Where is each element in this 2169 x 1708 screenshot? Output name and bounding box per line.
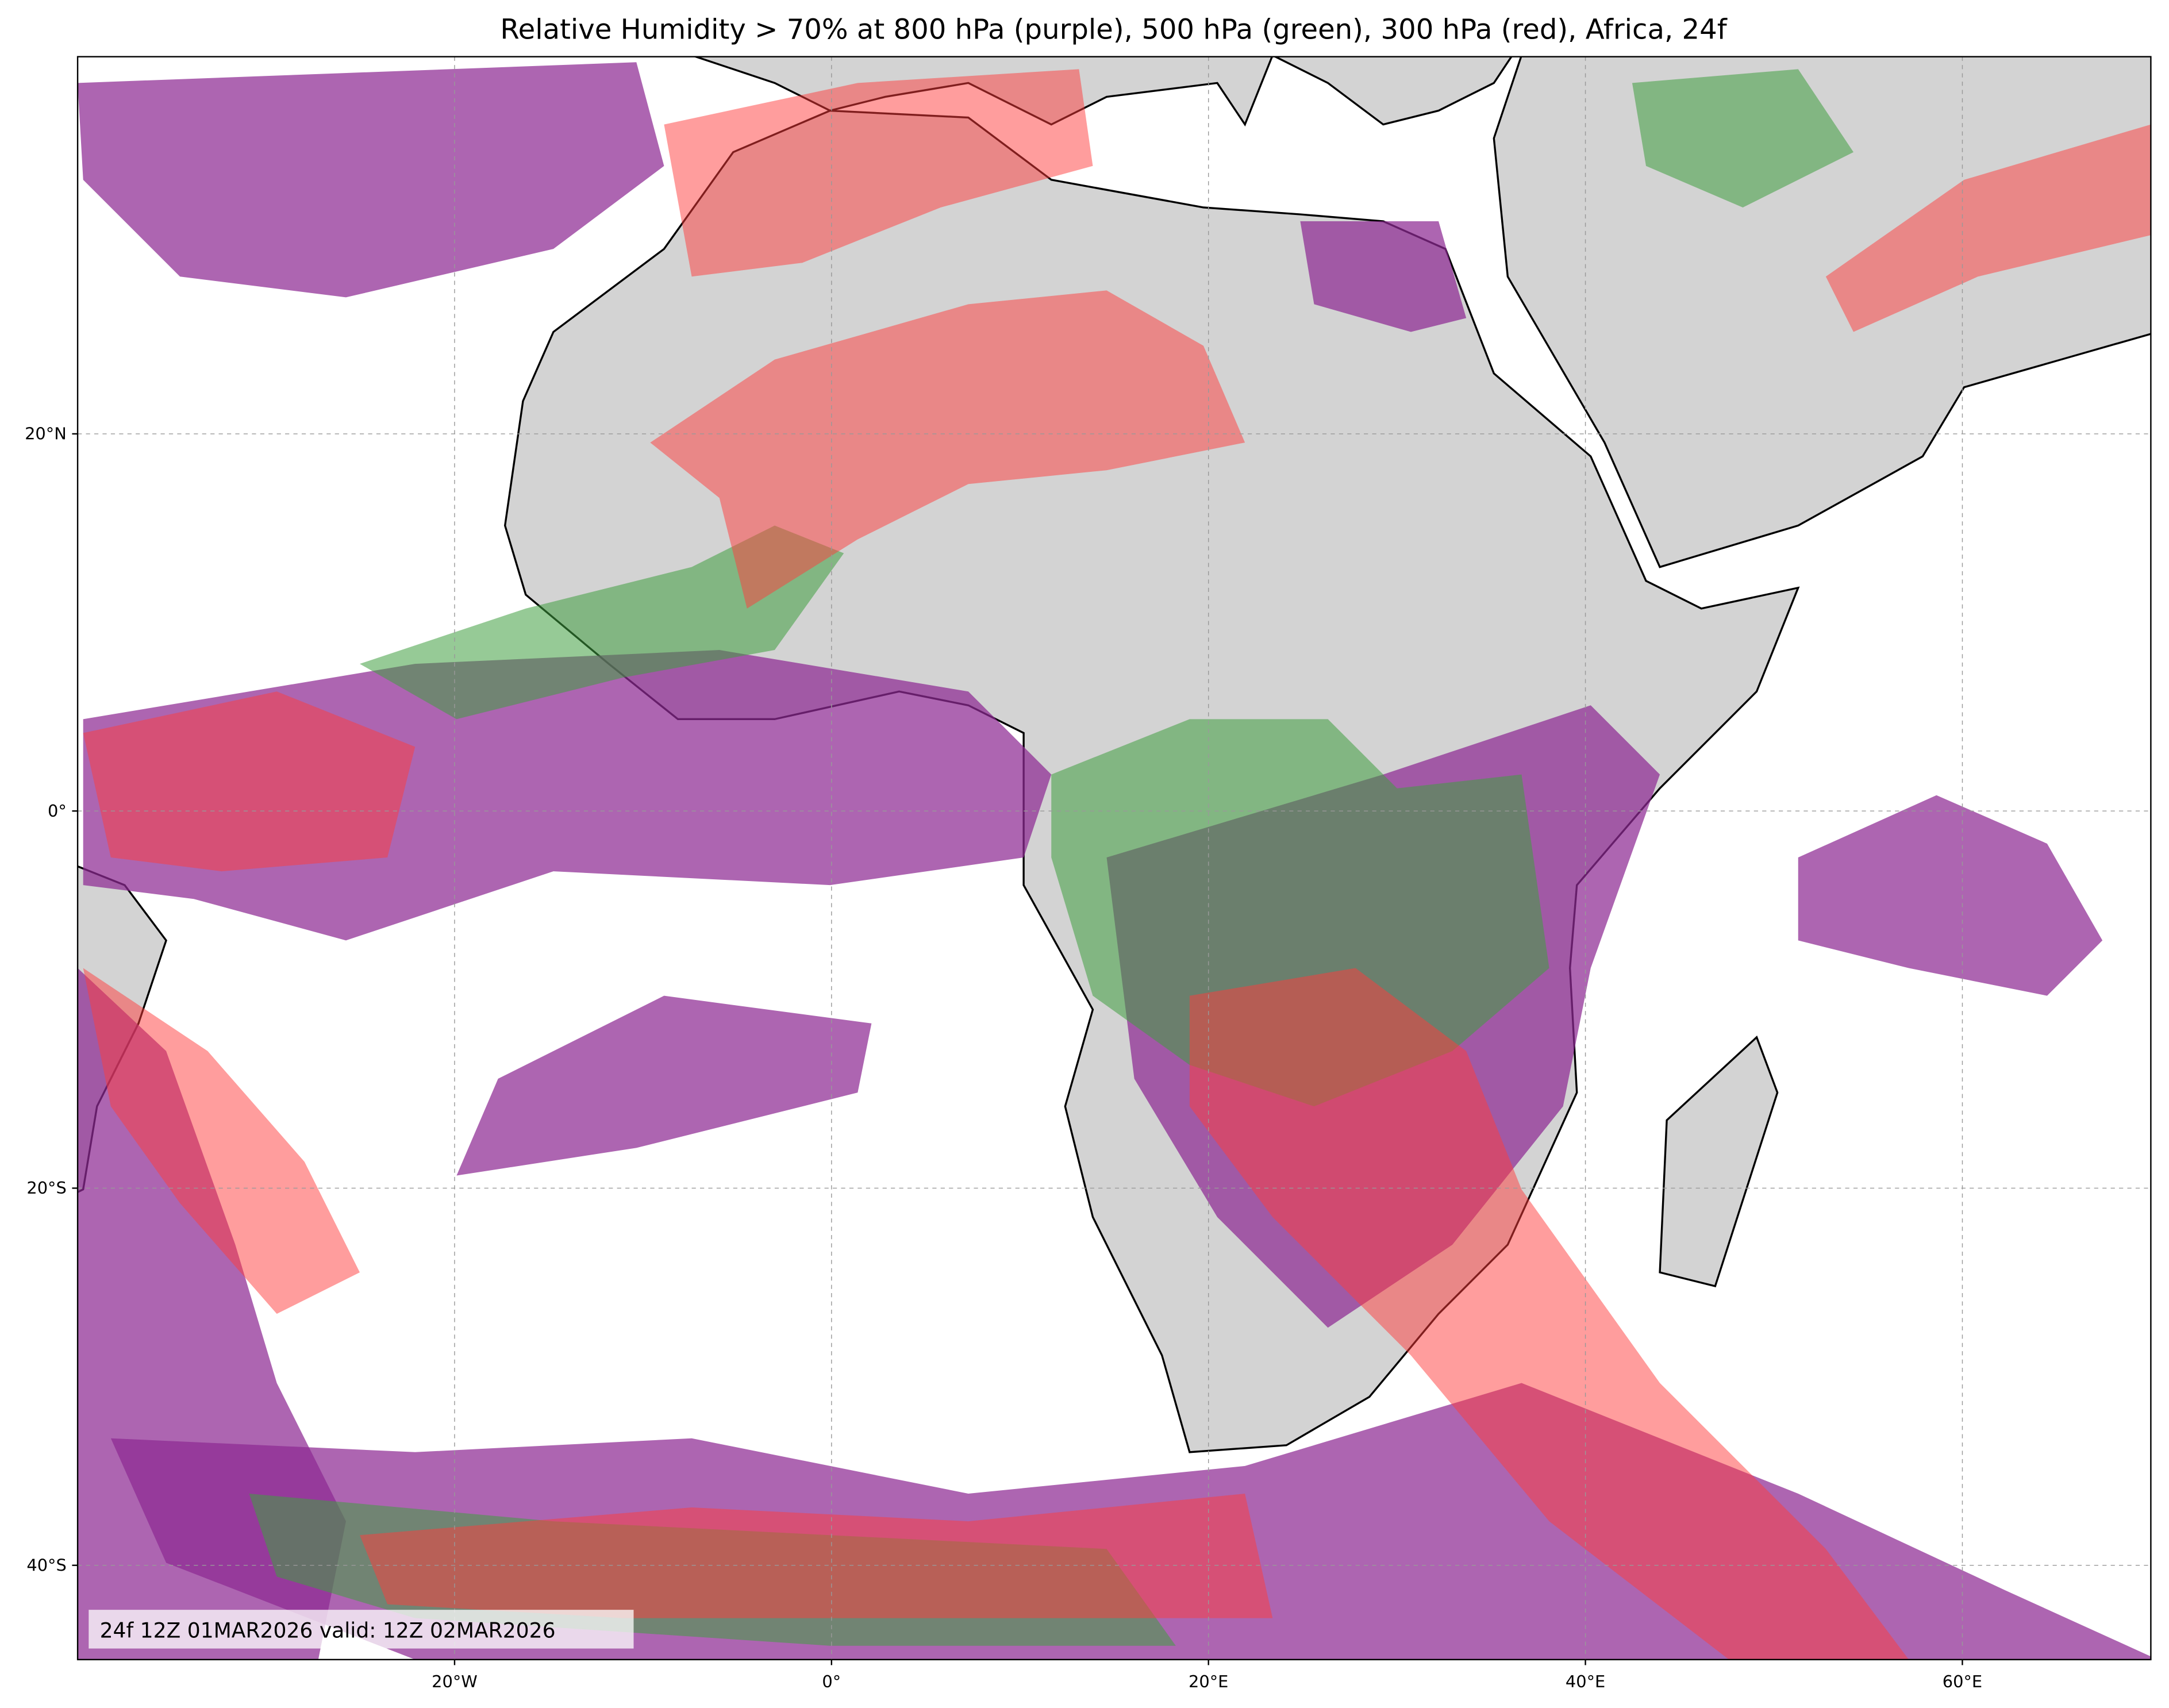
humidity-300: [1825, 124, 2151, 332]
y-tick-label: 20°S: [26, 1178, 66, 1198]
map-frame: [76, 56, 2152, 1660]
graticule: [78, 56, 2151, 1660]
humidity-300: [650, 290, 1245, 609]
x-tick-label: 20°E: [1189, 1672, 1228, 1691]
humidity-300: [360, 1493, 1273, 1618]
annotation-box: [89, 1610, 634, 1649]
humidity-300: [1189, 968, 1909, 1660]
humidity-800: [456, 995, 872, 1176]
madagascar-land: [1659, 1035, 1779, 1288]
humidity-500: [1051, 719, 1549, 1107]
x-tick-label: 40°E: [1566, 1672, 1605, 1691]
x-tick-label: 0°: [822, 1672, 841, 1691]
map-title: Relative Humidity > 70% at 800 hPa (purp…: [500, 13, 1727, 45]
humidity-300: [664, 69, 1093, 277]
y-tick-label: 0°: [48, 801, 67, 821]
humidity-800: [1798, 795, 2103, 996]
humidity-500: [1632, 69, 1854, 207]
y-tick-label: 20°N: [25, 424, 67, 444]
annotation: 24f 12Z 01MAR2026 valid: 12Z 02MAR2026: [100, 1618, 556, 1642]
humidity-800: [78, 62, 664, 298]
humidity-300: [83, 691, 416, 872]
map-area: [78, 56, 2151, 1660]
x-tick-label: 20°W: [432, 1672, 478, 1691]
x-tick-label: 60°E: [1943, 1672, 1982, 1691]
humidity-500: [360, 525, 844, 720]
y-tick-label: 40°S: [26, 1555, 66, 1575]
humidity-800: [1300, 221, 1467, 332]
humidity-300: [83, 968, 360, 1314]
